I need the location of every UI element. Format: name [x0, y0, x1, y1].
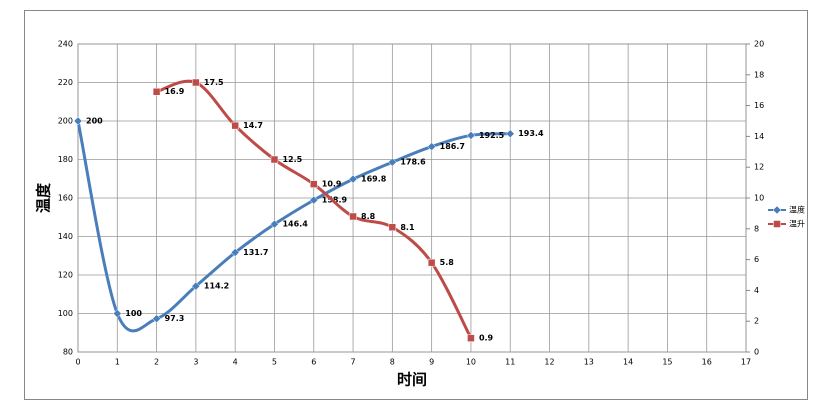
y2-tick-label: 10 — [754, 194, 764, 203]
y2-tick-label: 0 — [754, 348, 759, 357]
x-axis-title: 时间 — [397, 371, 427, 389]
y-tick-label: 120 — [58, 271, 73, 280]
y-tick-label: 100 — [58, 309, 73, 318]
legend-marker — [773, 220, 781, 228]
data-point — [152, 87, 161, 96]
x-tick-label: 14 — [623, 358, 633, 367]
data-point — [191, 281, 201, 291]
x-tick-label: 12 — [544, 358, 554, 367]
data-point — [309, 195, 319, 205]
x-tick-label: 7 — [351, 358, 356, 367]
data-label: 193.4 — [518, 129, 544, 138]
x-tick-label: 17 — [741, 358, 751, 367]
y2-tick-label: 12 — [754, 163, 764, 172]
y2-tick-label: 8 — [754, 224, 759, 233]
data-point — [231, 121, 239, 130]
data-label: 8.8 — [361, 212, 376, 221]
data-label: 158.9 — [322, 196, 348, 205]
legend-label: 温度 — [789, 205, 805, 215]
data-point — [387, 157, 397, 167]
data-point — [349, 212, 357, 221]
data-label: 131.7 — [243, 248, 268, 257]
data-label: 8.1 — [400, 223, 415, 232]
data-label: 178.6 — [400, 158, 426, 167]
data-point — [270, 155, 279, 164]
y2-tick-label: 6 — [754, 255, 759, 264]
x-tick-label: 16 — [702, 358, 712, 367]
x-tick-label: 2 — [154, 358, 159, 367]
data-label: 14.7 — [243, 121, 263, 130]
data-label: 192.5 — [479, 131, 505, 140]
data-point — [348, 174, 358, 184]
y2-tick-label: 4 — [754, 286, 759, 295]
data-point — [466, 131, 476, 140]
y-tick-label: 160 — [58, 194, 73, 203]
x-tick-label: 15 — [662, 358, 672, 367]
x-tick-label: 5 — [272, 358, 277, 367]
data-label: 186.7 — [440, 142, 465, 151]
legend-marker — [772, 205, 782, 215]
data-point — [310, 180, 318, 188]
data-label: 169.8 — [361, 175, 387, 184]
data-label: 5.8 — [440, 258, 455, 267]
x-tick-label: 1 — [115, 358, 120, 367]
data-point — [388, 223, 397, 232]
data-label: 12.5 — [282, 155, 302, 164]
data-point — [427, 142, 437, 151]
data-point — [427, 258, 436, 267]
data-point — [270, 219, 279, 229]
data-point — [230, 248, 240, 257]
data-label: 97.3 — [165, 314, 185, 323]
x-tick-label: 4 — [233, 358, 238, 367]
y2-tick-label: 2 — [754, 317, 759, 326]
x-tick-label: 8 — [390, 358, 395, 367]
x-tick-label: 13 — [584, 358, 594, 367]
data-point — [112, 309, 122, 318]
y-tick-label: 140 — [58, 232, 73, 241]
y-tick-label: 240 — [58, 40, 73, 49]
x-tick-label: 0 — [75, 358, 80, 367]
x-tick-label: 3 — [193, 358, 198, 367]
y-tick-label: 220 — [58, 78, 73, 87]
data-point — [152, 314, 161, 324]
y2-tick-label: 14 — [754, 132, 764, 141]
y-tick-label: 80 — [63, 348, 73, 357]
y-axis-title: 温度 — [35, 182, 53, 213]
y2-tick-label: 18 — [754, 70, 764, 79]
data-point — [192, 78, 200, 87]
data-label: 200 — [86, 117, 103, 126]
y2-tick-label: 20 — [754, 40, 764, 49]
y2-tick-label: 16 — [754, 101, 764, 110]
data-label: 17.5 — [204, 78, 224, 87]
data-label: 10.9 — [322, 180, 342, 189]
data-label: 114.2 — [204, 282, 229, 291]
y-tick-label: 200 — [58, 117, 73, 126]
data-label: 0.9 — [479, 334, 494, 343]
x-tick-label: 9 — [429, 358, 434, 367]
x-tick-label: 6 — [311, 358, 316, 367]
x-tick-label: 10 — [466, 358, 476, 367]
data-label: 16.9 — [165, 87, 185, 96]
y-tick-label: 180 — [58, 155, 73, 164]
data-label: 146.4 — [282, 220, 308, 229]
legend-label: 温升 — [789, 220, 805, 229]
data-label: 100 — [125, 309, 142, 318]
data-point — [505, 129, 515, 139]
data-point — [73, 116, 83, 126]
x-tick-label: 11 — [505, 358, 515, 367]
data-point — [467, 334, 475, 342]
